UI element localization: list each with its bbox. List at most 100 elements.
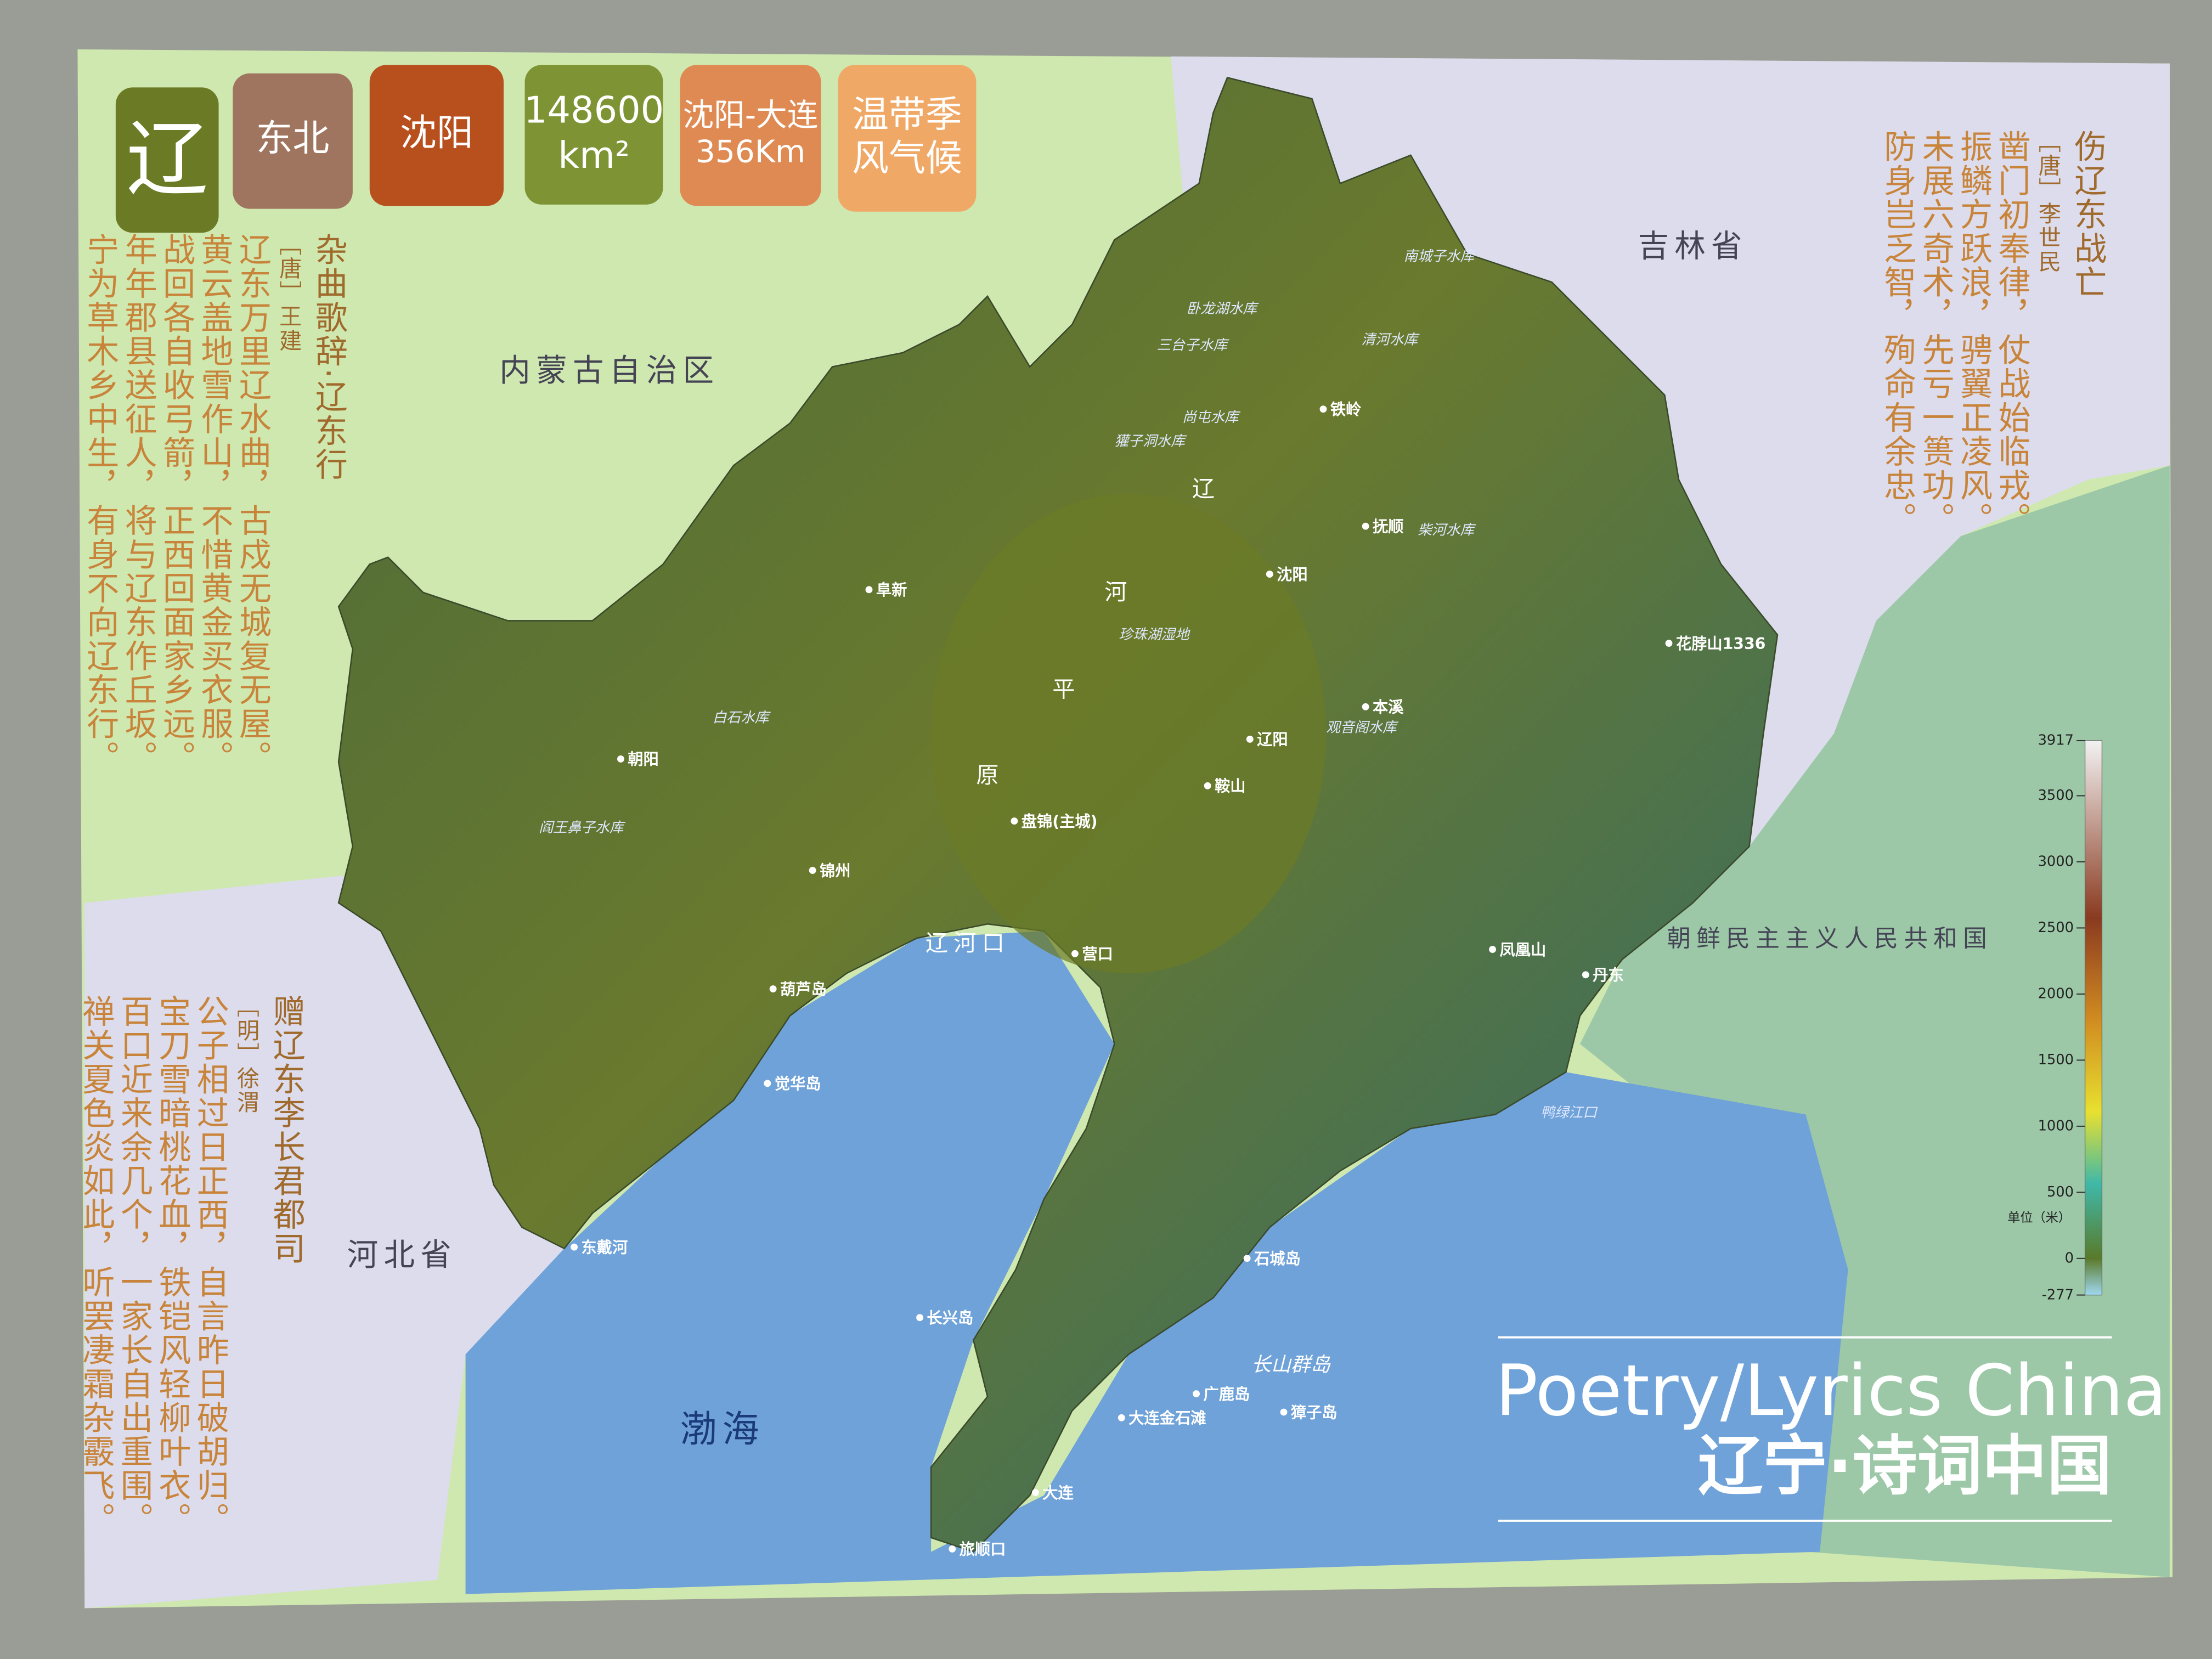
city-dot <box>1118 1414 1125 1421</box>
region-label: 渤海 <box>680 1408 764 1451</box>
legend-tick-label: 0 <box>2065 1250 2074 1267</box>
elevation-bar <box>2084 740 2103 1296</box>
poem-line: 百口近来余几个，一家长自出重围。 <box>114 994 151 1537</box>
badge: 温带季 风气候 <box>838 65 977 212</box>
poem-line: 年年郡县送征人，将与辽东作丘坂。 <box>119 233 155 775</box>
city-dot <box>949 1545 956 1553</box>
city-label: 长兴岛 <box>927 1309 973 1327</box>
poem-line: 振鳞方跃浪，骋翼正凌风。 <box>1954 129 1991 537</box>
city-dot <box>1665 640 1673 647</box>
water-label: 清河水库 <box>1361 331 1420 348</box>
city-dot <box>916 1314 923 1322</box>
badge-text: 148600 <box>523 91 664 133</box>
badge: 148600 km² <box>523 65 664 205</box>
city-label: 丹东 <box>1593 966 1624 984</box>
legend-tick-label: 2000 <box>2038 986 2074 1002</box>
badge-text: 温带季 <box>852 94 962 137</box>
legend-tick-label: 1500 <box>2038 1052 2074 1068</box>
badge-text: 东北 <box>256 119 330 162</box>
city-dot <box>1204 782 1211 789</box>
city-label: 本溪 <box>1373 698 1404 716</box>
legend-unit: 单位（米） <box>2007 1211 2071 1225</box>
legend-tick-label: 1000 <box>2038 1118 2074 1135</box>
badge-text: 356Km <box>695 135 806 171</box>
city-dot <box>1193 1390 1200 1397</box>
legend-tick-label: 2500 <box>2038 919 2074 936</box>
city-label: 凤凰山 <box>1499 941 1546 959</box>
region-label: 辽河口 <box>926 930 1010 956</box>
poem-line: 未展六奇术，先亏一篑功。 <box>1916 129 1953 537</box>
city-dot <box>1362 703 1369 710</box>
city-dot <box>809 867 816 874</box>
badge: 东北 <box>233 73 353 209</box>
water-label: 鸭绿江口 <box>1541 1105 1598 1121</box>
city-label: 大连 <box>1042 1484 1074 1502</box>
poem-line: 禅关夏色炎如此，听罢凄霜杂霰飞。 <box>76 994 113 1537</box>
water-label: 白石水库 <box>713 710 771 726</box>
plain-label: 原 <box>976 762 998 788</box>
city-dot <box>769 985 777 992</box>
badge-text: 辽 <box>126 111 208 207</box>
city-dot <box>1489 946 1496 953</box>
badge: 沈阳-大连 356Km <box>680 65 821 206</box>
city-dot <box>1266 571 1273 578</box>
city-dot <box>764 1080 771 1087</box>
city-label: 锦州 <box>820 862 851 880</box>
poem: 赠辽东李长君都司 ［明］徐渭 公子相过日正西，自言昨日破胡归。 宝刀雪暗桃花血，铁铠风… <box>75 995 303 1536</box>
poem-author: ［唐］李世民 <box>2034 129 2061 274</box>
city-label: 大连金石滩 <box>1128 1409 1206 1427</box>
city-dot <box>1362 522 1369 530</box>
city-dot <box>1011 817 1018 825</box>
legend-tick-label: 3000 <box>2038 854 2074 870</box>
poem: 伤辽东战亡 ［唐］李世民 凿门初奉律，仗战始临戎。 振鳞方跃浪，骋翼正凌风。 未展六奇术… <box>1876 130 2105 537</box>
plain-label: 辽 <box>1192 476 1215 502</box>
poem-author: ［明］徐渭 <box>233 994 260 1115</box>
city-dot <box>1243 1255 1251 1262</box>
water-label: 柴河水库 <box>1418 522 1476 539</box>
city-dot <box>865 586 873 594</box>
city-dot <box>1071 950 1079 957</box>
badge-text: 风气候 <box>852 138 962 181</box>
water-label: 阎王鼻子水库 <box>539 820 626 836</box>
legend-tick-label: 500 <box>2047 1184 2074 1200</box>
city-label: 阜新 <box>876 581 907 599</box>
water-label: 三台子水库 <box>1157 337 1230 354</box>
city-dot <box>617 755 624 763</box>
water-label: 尚屯水库 <box>1182 409 1241 426</box>
liaohe-plain <box>931 494 1327 974</box>
title-en: Poetry/Lyrics China <box>1496 1350 2167 1432</box>
poem-line: 战回各自收弓箭，正西回面家乡远。 <box>156 233 194 775</box>
poem-author: ［唐］王建 <box>275 233 302 353</box>
legend-tick-label: 3917 <box>2038 732 2074 749</box>
poem-title: 伤辽东战亡 <box>2068 129 2105 300</box>
city-label: 沈阳 <box>1277 566 1308 584</box>
city-label: 营口 <box>1082 945 1113 963</box>
city-label: 广鹿岛 <box>1203 1385 1250 1403</box>
poem-title: 杂曲歌辞·辽东行 <box>309 233 346 482</box>
poem-line: 宝刀雪暗桃花血，铁铠风轻柳叶衣。 <box>152 994 189 1537</box>
poem-line: 凿门初奉律，仗战始临戎。 <box>1991 129 2029 537</box>
city-dot <box>1280 1408 1288 1416</box>
city-label: 盘锦(主城) <box>1022 812 1098 831</box>
poem: 杂曲歌辞·辽东行 ［唐］王建 辽东万里辽水曲，古戍无城复无屋。 黄云盖地雪作山，不惜黄… <box>79 233 346 774</box>
city-label: 葫芦岛 <box>780 980 827 998</box>
plain-label: 平 <box>1052 676 1075 702</box>
legend-tick-label: -277 <box>2042 1286 2074 1303</box>
city-label: 辽阳 <box>1257 731 1288 749</box>
city-label: 鞍山 <box>1215 777 1246 795</box>
city-label: 觉华岛 <box>775 1075 821 1093</box>
poem-line: 防身岂乏智，殉命有余忠。 <box>1877 129 1915 537</box>
poem-line: 辽东万里辽水曲，古戍无城复无屋。 <box>233 233 270 775</box>
city-label: 铁岭 <box>1330 400 1362 419</box>
water-label: 珍珠湖湿地 <box>1119 627 1190 643</box>
water-label: 南城子水库 <box>1404 249 1477 265</box>
poem-line: 公子相过日正西，自言昨日破胡归。 <box>190 994 227 1537</box>
city-dot <box>1319 405 1327 413</box>
city-dot <box>1582 971 1589 979</box>
title-zh: 辽宁·诗词中国 <box>1698 1428 2112 1504</box>
poem-line: 宁为草木乡中生，有身不向辽东行。 <box>80 233 117 775</box>
city-label: 朝阳 <box>628 751 659 769</box>
region-label: 内蒙古自治区 <box>499 352 719 388</box>
